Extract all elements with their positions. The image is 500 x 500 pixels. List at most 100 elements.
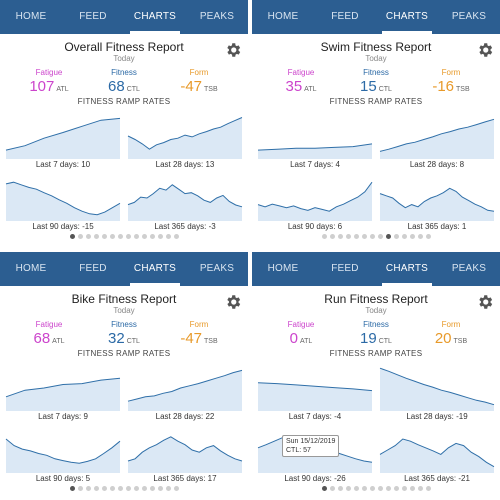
- ramp-chart-plot[interactable]: [126, 110, 244, 160]
- gear-icon[interactable]: [224, 293, 242, 311]
- ramp-chart-plot[interactable]: [378, 110, 496, 160]
- ramp-rates-heading: FITNESS RAMP RATES: [77, 349, 171, 358]
- page-dot[interactable]: [321, 234, 327, 239]
- page-dot[interactable]: [361, 234, 367, 239]
- page-dot[interactable]: [401, 234, 407, 239]
- page-dot[interactable]: [157, 486, 163, 491]
- ramp-chart: [126, 424, 244, 474]
- page-dot[interactable]: [117, 234, 123, 239]
- tab-home[interactable]: HOME: [15, 263, 47, 274]
- page-dot[interactable]: [101, 486, 107, 491]
- gear-icon[interactable]: [224, 41, 242, 59]
- page-dot[interactable]: [409, 234, 415, 239]
- ramp-chart-plot[interactable]: [256, 110, 374, 160]
- tab-feed[interactable]: FEED: [79, 11, 107, 22]
- tab-home[interactable]: HOME: [267, 263, 299, 274]
- ramp-area: [6, 378, 120, 411]
- page-dot[interactable]: [417, 234, 423, 239]
- page-dot[interactable]: [117, 486, 123, 491]
- page-dot[interactable]: [109, 486, 115, 491]
- page-dot[interactable]: [345, 234, 351, 239]
- page-dot[interactable]: [85, 486, 91, 491]
- page-dot[interactable]: [141, 486, 147, 491]
- page-dot[interactable]: [425, 486, 431, 491]
- tab-charts[interactable]: CHARTS: [376, 0, 438, 34]
- page-dot[interactable]: [345, 486, 351, 491]
- page-dot[interactable]: [369, 234, 375, 239]
- page-dot[interactable]: [101, 234, 107, 239]
- page-dot[interactable]: [329, 486, 335, 491]
- page-dot[interactable]: [377, 234, 383, 239]
- ramp-chart-plot[interactable]: [4, 362, 122, 412]
- page-dot[interactable]: [173, 234, 179, 239]
- ramp-chart-plot[interactable]: [4, 424, 122, 474]
- ramp-chart-plot[interactable]: [4, 172, 122, 222]
- page-dot[interactable]: [157, 234, 163, 239]
- tab-peaks[interactable]: PEAKS: [451, 11, 487, 22]
- page-dot[interactable]: [353, 234, 359, 239]
- page-dot[interactable]: [165, 486, 171, 491]
- page-dot[interactable]: [425, 234, 431, 239]
- tab-peaks[interactable]: PEAKS: [199, 263, 235, 274]
- page-dot[interactable]: [149, 486, 155, 491]
- page-dot[interactable]: [361, 486, 367, 491]
- page-dot[interactable]: [329, 234, 335, 239]
- form-metric: Form -16 TSB: [416, 68, 486, 96]
- page-dot[interactable]: [337, 486, 343, 491]
- page-dot[interactable]: [69, 234, 75, 239]
- page-dot[interactable]: [417, 486, 423, 491]
- page-dot[interactable]: [401, 486, 407, 491]
- form-unit: TSB: [456, 86, 470, 93]
- ramp-chart-plot[interactable]: [4, 110, 122, 160]
- page-dot[interactable]: [409, 486, 415, 491]
- ramp-line: [127, 369, 243, 402]
- ramp-chart-plot[interactable]: [126, 362, 244, 412]
- fatigue-metric: Fatigue 35 ATL: [266, 68, 336, 96]
- page-dot[interactable]: [321, 486, 327, 491]
- page-dot[interactable]: [141, 234, 147, 239]
- tab-feed[interactable]: FEED: [331, 263, 359, 274]
- ramp-chart-plot[interactable]: [378, 424, 496, 474]
- tab-home[interactable]: HOME: [15, 11, 47, 22]
- tab-charts[interactable]: CHARTS: [376, 252, 438, 286]
- gear-icon[interactable]: [476, 41, 494, 59]
- page-dot[interactable]: [393, 486, 399, 491]
- page-dot[interactable]: [369, 486, 375, 491]
- tab-feed[interactable]: FEED: [79, 263, 107, 274]
- ramp-chart-plot[interactable]: [256, 362, 374, 412]
- ramp-chart-plot[interactable]: [126, 172, 244, 222]
- ramp-chart-plot[interactable]: [378, 172, 496, 222]
- fitness-label: Fitness: [363, 68, 389, 77]
- page-dot[interactable]: [77, 486, 83, 491]
- page-dot[interactable]: [377, 486, 383, 491]
- page-dot[interactable]: [85, 234, 91, 239]
- page-dot[interactable]: [149, 234, 155, 239]
- page-dot[interactable]: [133, 234, 139, 239]
- page-dot[interactable]: [109, 234, 115, 239]
- tab-feed[interactable]: FEED: [331, 11, 359, 22]
- ramp-chart-plot[interactable]: [256, 172, 374, 222]
- tab-charts[interactable]: CHARTS: [124, 252, 186, 286]
- page-dot[interactable]: [125, 234, 131, 239]
- page-dot[interactable]: [385, 234, 391, 239]
- ramp-chart-plot[interactable]: [126, 424, 244, 474]
- tab-peaks[interactable]: PEAKS: [199, 11, 235, 22]
- page-dot[interactable]: [93, 486, 99, 491]
- tab-home[interactable]: HOME: [267, 11, 299, 22]
- tab-peaks[interactable]: PEAKS: [451, 263, 487, 274]
- tab-charts[interactable]: CHARTS: [124, 0, 186, 34]
- page-dot[interactable]: [353, 486, 359, 491]
- page-dot[interactable]: [165, 234, 171, 239]
- ramp-line: [257, 143, 373, 151]
- ramp-chart-plot[interactable]: [378, 362, 496, 412]
- page-dot[interactable]: [173, 486, 179, 491]
- page-dot[interactable]: [93, 234, 99, 239]
- page-dot[interactable]: [393, 234, 399, 239]
- page-dot[interactable]: [77, 234, 83, 239]
- page-dot[interactable]: [125, 486, 131, 491]
- gear-icon[interactable]: [476, 293, 494, 311]
- page-dot[interactable]: [133, 486, 139, 491]
- page-dot[interactable]: [337, 234, 343, 239]
- page-dot[interactable]: [69, 486, 75, 491]
- page-dot[interactable]: [385, 486, 391, 491]
